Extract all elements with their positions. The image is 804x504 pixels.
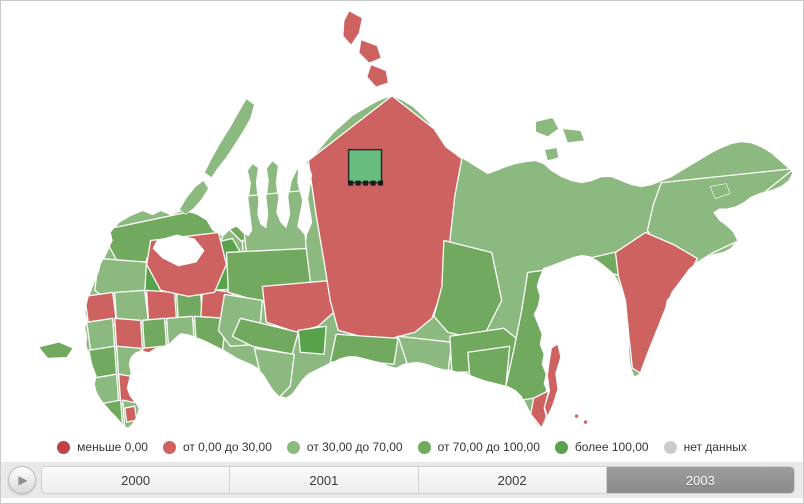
legend-item-label: от 30,00 до 70,00 — [306, 440, 403, 454]
island-wrangel[interactable] — [709, 183, 731, 199]
legend-color-dot — [554, 440, 568, 454]
map-canvas — [1, 1, 803, 460]
legend-item-4: более 100,00 — [554, 440, 649, 454]
marker-handle[interactable] — [355, 180, 361, 186]
region-yamal[interactable] — [239, 189, 307, 254]
island-kuril[interactable] — [583, 419, 588, 425]
timeline-bar: ▶ 2000 2001 2002 2003 — [1, 462, 803, 498]
russia-map — [38, 10, 794, 429]
year-2000[interactable]: 2000 — [42, 467, 231, 493]
region-cell[interactable] — [165, 315, 196, 349]
legend-item-3: от 70,00 до 100,00 — [417, 440, 540, 454]
region-kemerovo[interactable] — [297, 325, 327, 355]
year-2001[interactable]: 2001 — [230, 467, 419, 493]
legend-item-label: меньше 0,00 — [77, 440, 148, 454]
legend-item-label: более 100,00 — [574, 440, 649, 454]
island-severnaya-zemlya[interactable] — [342, 10, 363, 46]
play-icon: ▶ — [18, 473, 28, 487]
legend-color-dot — [162, 440, 176, 454]
island-new-siberian[interactable] — [544, 147, 559, 161]
island-severnaya-zemlya[interactable] — [358, 39, 382, 64]
region-novosibirsk[interactable] — [231, 317, 299, 355]
yenisei-gulf — [297, 160, 313, 237]
marker-handle[interactable] — [370, 180, 376, 186]
marker-handle[interactable] — [378, 180, 384, 186]
island-severnaya-zemlya[interactable] — [366, 64, 389, 88]
legend-item-2: от 30,00 до 70,00 — [286, 440, 403, 454]
play-button[interactable]: ▶ — [8, 466, 36, 494]
legend-item-0: меньше 0,00 — [57, 440, 148, 454]
year-track: 2000 2001 2002 2003 — [41, 466, 795, 494]
region-buryatia[interactable] — [397, 335, 453, 373]
legend-item-label: от 0,00 до 30,00 — [182, 440, 272, 454]
island-novaya-zemlya[interactable] — [204, 98, 255, 178]
region-kaliningrad[interactable] — [38, 341, 74, 359]
legend-color-dot — [286, 440, 300, 454]
island-new-siberian[interactable] — [562, 128, 585, 143]
selection-marker[interactable] — [347, 148, 383, 184]
island-sakhalin[interactable] — [544, 343, 561, 417]
island-kuril[interactable] — [574, 413, 579, 419]
legend: меньше 0,00 от 0,00 до 30,00 от 30,00 до 7… — [1, 435, 803, 459]
legend-item-label: нет данных — [683, 440, 747, 454]
year-2002[interactable]: 2002 — [418, 467, 607, 493]
marker-handle[interactable] — [363, 180, 369, 186]
legend-color-dot — [663, 440, 677, 454]
region-tuva[interactable] — [329, 333, 399, 365]
legend-color-dot — [417, 440, 431, 454]
marker-handle[interactable] — [348, 180, 354, 186]
legend-item-label: от 70,00 до 100,00 — [437, 440, 540, 454]
year-2003[interactable]: 2003 — [606, 467, 794, 493]
island-new-siberian[interactable] — [535, 117, 559, 138]
legend-color-dot — [57, 440, 71, 454]
region-cell[interactable] — [98, 399, 124, 429]
white-sea — [152, 234, 205, 267]
legend-item-1: от 0,00 до 30,00 — [162, 440, 272, 454]
region-altai[interactable] — [253, 347, 295, 399]
selection-marker-group[interactable] — [347, 148, 384, 186]
legend-item-5: нет данных — [663, 440, 747, 454]
island-novaya-zemlya[interactable] — [179, 180, 209, 215]
region-kamchatka[interactable] — [614, 231, 698, 375]
